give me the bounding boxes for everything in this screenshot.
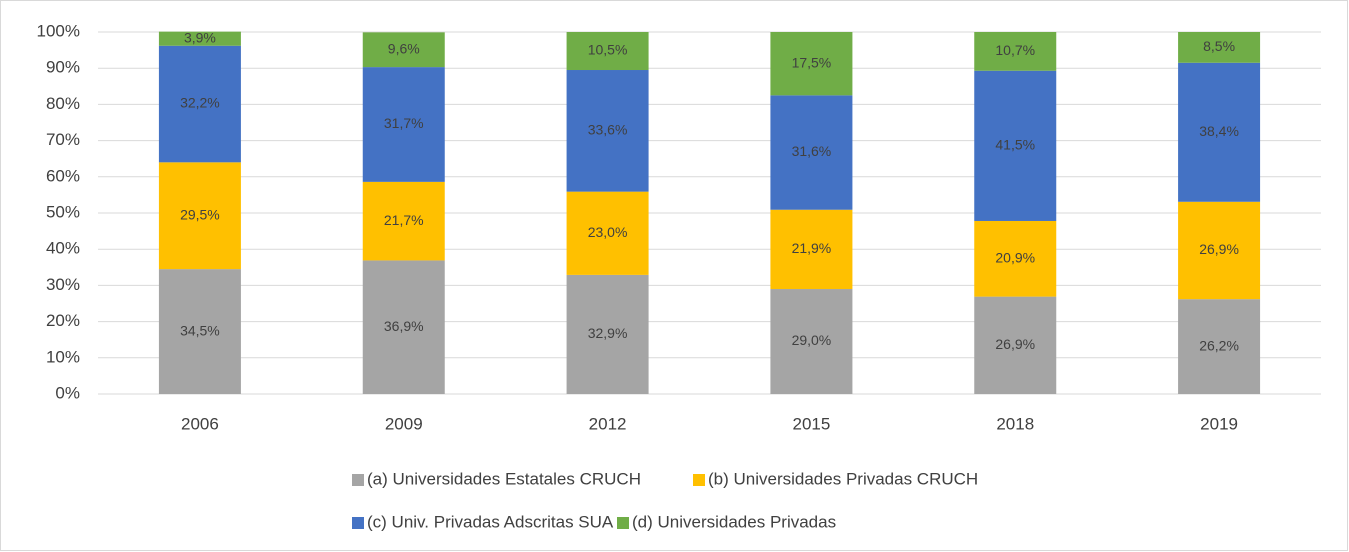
x-tick-label: 2006	[181, 414, 219, 433]
bar-segment	[566, 274, 649, 394]
bar-segment	[770, 95, 853, 210]
data-label: 32,2%	[180, 95, 220, 111]
data-label: 21,7%	[384, 212, 424, 228]
x-tick-label: 2015	[793, 414, 831, 433]
data-label: 33,6%	[588, 122, 628, 138]
data-label: 26,2%	[1199, 337, 1239, 353]
data-label: 29,0%	[792, 332, 832, 348]
bar-segment	[158, 31, 241, 46]
legend-label: (c) Univ. Privadas Adscritas SUA	[367, 512, 614, 531]
legend-swatch	[693, 474, 705, 486]
x-tick-label: 2019	[1200, 414, 1238, 433]
y-tick-label: 50%	[46, 202, 80, 221]
y-tick-label: 80%	[46, 94, 80, 113]
bar-segment	[566, 191, 649, 275]
y-tick-label: 10%	[46, 347, 80, 366]
bar-segment	[770, 209, 853, 290]
bar-segment	[974, 32, 1057, 71]
y-tick-label: 40%	[46, 239, 80, 258]
data-label: 21,9%	[792, 240, 832, 256]
data-label: 10,7%	[995, 42, 1035, 58]
data-label: 20,9%	[995, 249, 1035, 265]
bar-segment	[158, 269, 241, 394]
legend-label: (d) Universidades Privadas	[632, 512, 836, 531]
y-tick-label: 70%	[46, 130, 80, 149]
data-label: 8,5%	[1203, 38, 1235, 54]
data-label: 26,9%	[995, 336, 1035, 352]
data-label: 10,5%	[588, 42, 628, 58]
y-tick-label: 100%	[37, 21, 80, 40]
bar-segment	[362, 181, 445, 261]
data-label: 29,5%	[180, 206, 220, 222]
legend-label: (a) Universidades Estatales CRUCH	[367, 469, 641, 488]
data-label: 3,9%	[184, 29, 216, 45]
x-tick-label: 2009	[385, 414, 423, 433]
data-label: 32,9%	[588, 325, 628, 341]
bar-segment	[1178, 299, 1261, 394]
data-label: 23,0%	[588, 224, 628, 240]
bar-segment	[1178, 201, 1261, 300]
bar-segment	[974, 296, 1057, 394]
bar-segment	[362, 260, 445, 394]
y-tick-label: 90%	[46, 58, 80, 77]
bar-segment	[566, 32, 649, 71]
x-tick-label: 2018	[996, 414, 1034, 433]
data-label: 34,5%	[180, 322, 220, 338]
bar-segment	[362, 32, 445, 68]
bar-segment	[362, 67, 445, 182]
data-label: 38,4%	[1199, 123, 1239, 139]
legend-swatch	[352, 517, 364, 529]
data-label: 41,5%	[995, 137, 1035, 153]
y-tick-label: 30%	[46, 275, 80, 294]
bar-segment	[974, 220, 1057, 297]
data-label: 31,7%	[384, 115, 424, 131]
x-tick-label: 2012	[589, 414, 627, 433]
y-tick-label: 20%	[46, 311, 80, 330]
y-tick-label: 60%	[46, 166, 80, 185]
bar-segment	[1178, 32, 1261, 63]
bar-segment	[974, 70, 1057, 221]
legend-swatch	[352, 474, 364, 486]
bar-segment	[158, 45, 241, 163]
data-label: 36,9%	[384, 318, 424, 334]
bar-segment	[770, 289, 853, 394]
bar-segment	[1178, 62, 1261, 202]
bar-segment	[770, 32, 853, 96]
bar-segment	[566, 70, 649, 192]
y-tick-label: 0%	[55, 383, 80, 402]
data-label: 26,9%	[1199, 241, 1239, 257]
data-label: 9,6%	[388, 40, 420, 56]
data-label: 17,5%	[792, 54, 832, 70]
bar-segment	[158, 162, 241, 270]
legend-label: (b) Universidades Privadas CRUCH	[708, 469, 978, 488]
legend-swatch	[617, 517, 629, 529]
data-label: 31,6%	[792, 143, 832, 159]
